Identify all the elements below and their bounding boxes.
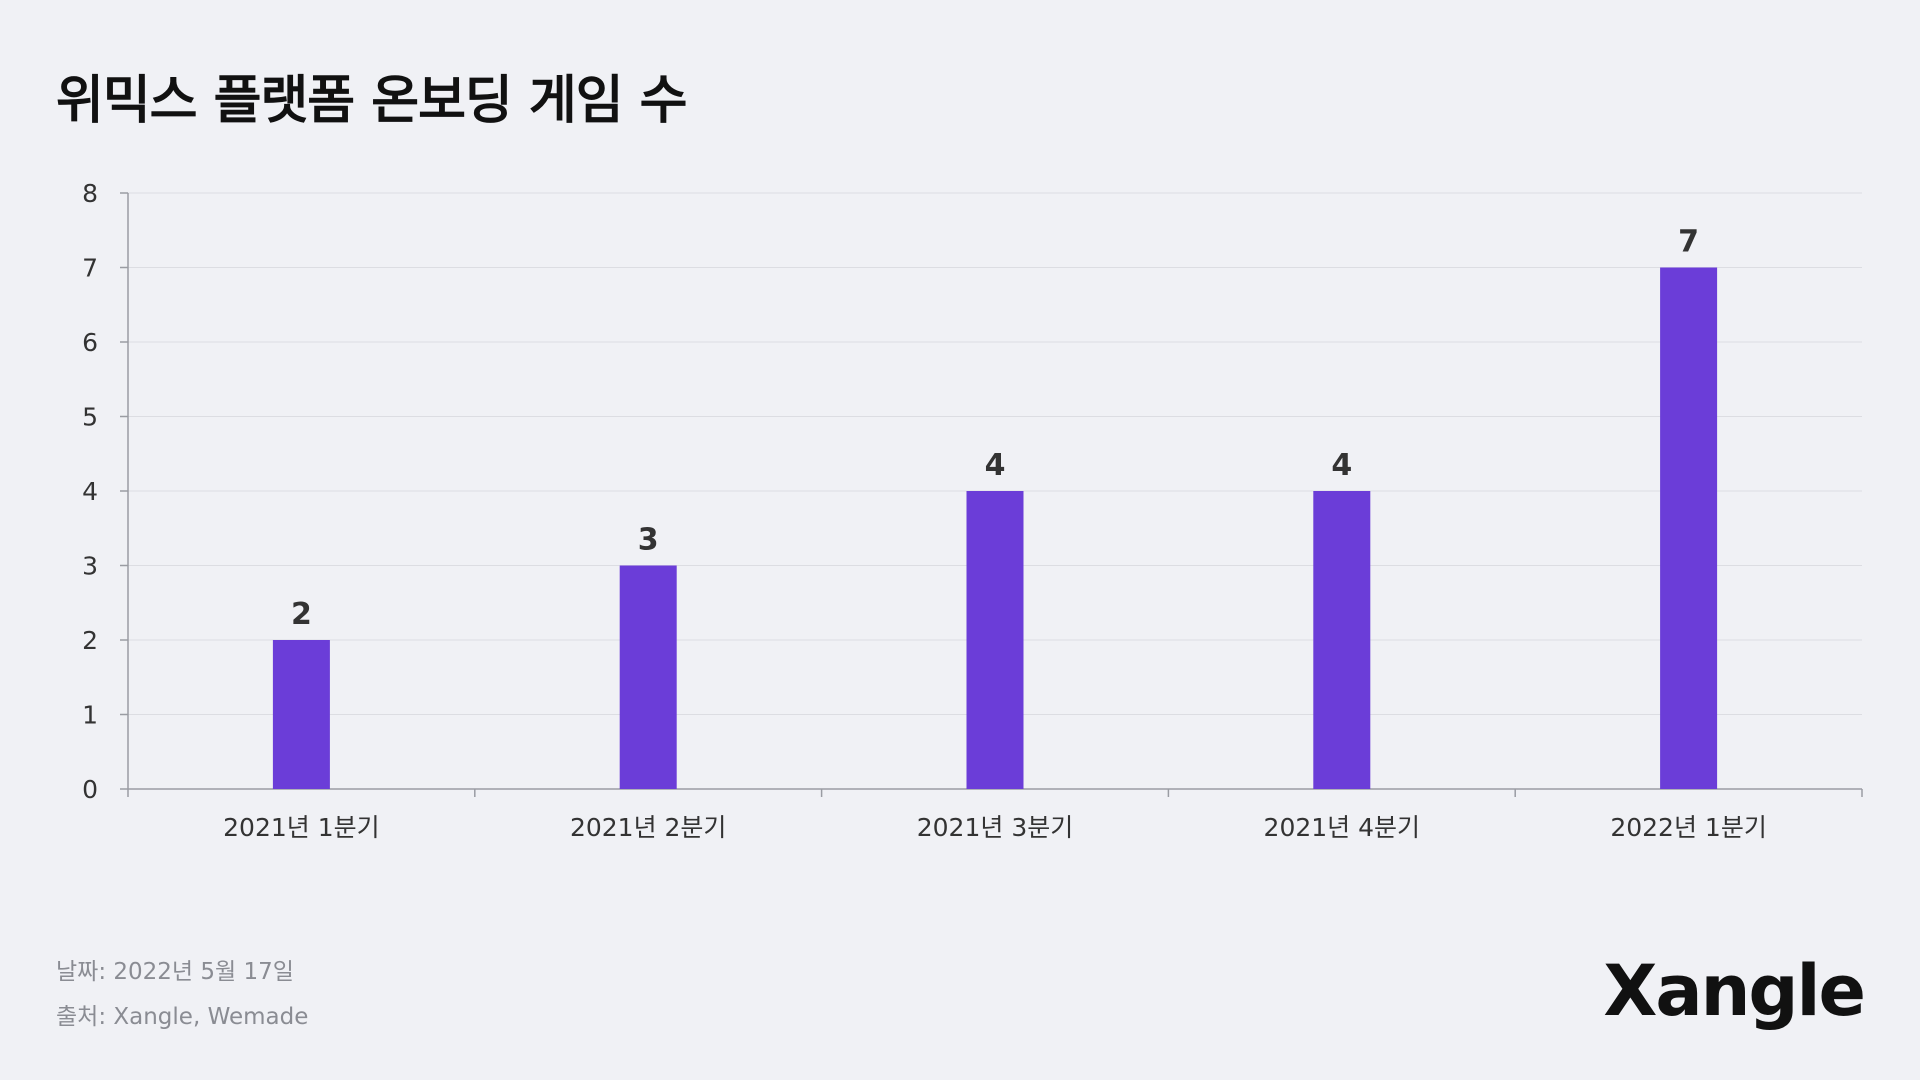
bar <box>1313 491 1371 789</box>
bars <box>272 267 1718 789</box>
footer-source: 출처: Xangle, Wemade <box>56 1004 309 1030</box>
x-tick-label: 2021년 1분기 <box>223 813 379 842</box>
data-labels: 2 3 4 4 7 <box>291 225 1699 633</box>
x-tick-label: 2022년 1분기 <box>1610 813 1766 842</box>
x-tick-label: 2021년 3분기 <box>917 813 1073 842</box>
y-tick-label: 4 <box>82 477 98 506</box>
xangle-logo: Xangle <box>1603 950 1866 1032</box>
x-tick-label: 2021년 2분기 <box>570 813 726 842</box>
bar <box>1660 267 1718 789</box>
bar <box>619 565 677 789</box>
chart-title: 위믹스 플랫폼 온보딩 게임 수 <box>56 71 687 131</box>
y-tick-label: 1 <box>82 701 98 730</box>
y-axis-tick-labels: 0 1 2 3 4 5 6 7 8 <box>82 179 98 804</box>
bar <box>966 491 1024 789</box>
y-tick-label: 5 <box>82 403 98 432</box>
bar <box>272 640 330 789</box>
footer-date: 날짜: 2022년 5월 17일 <box>56 959 294 985</box>
bar-value-label: 4 <box>985 448 1006 483</box>
bar-value-label: 2 <box>291 597 312 632</box>
y-tick-label: 2 <box>82 626 98 655</box>
y-tick-label: 7 <box>82 254 98 283</box>
y-tick-label: 6 <box>82 328 98 357</box>
bar-value-label: 7 <box>1678 225 1699 260</box>
y-tick-label: 8 <box>82 179 98 208</box>
y-tick-label: 3 <box>82 552 98 581</box>
bar-value-label: 4 <box>1331 448 1352 483</box>
x-axis-tick-labels: 2021년 1분기 2021년 2분기 2021년 3분기 2021년 4분기 2022… <box>223 813 1767 842</box>
y-tick-label: 0 <box>82 775 98 804</box>
x-tick-label: 2021년 4분기 <box>1264 813 1420 842</box>
bar-value-label: 3 <box>638 523 659 558</box>
